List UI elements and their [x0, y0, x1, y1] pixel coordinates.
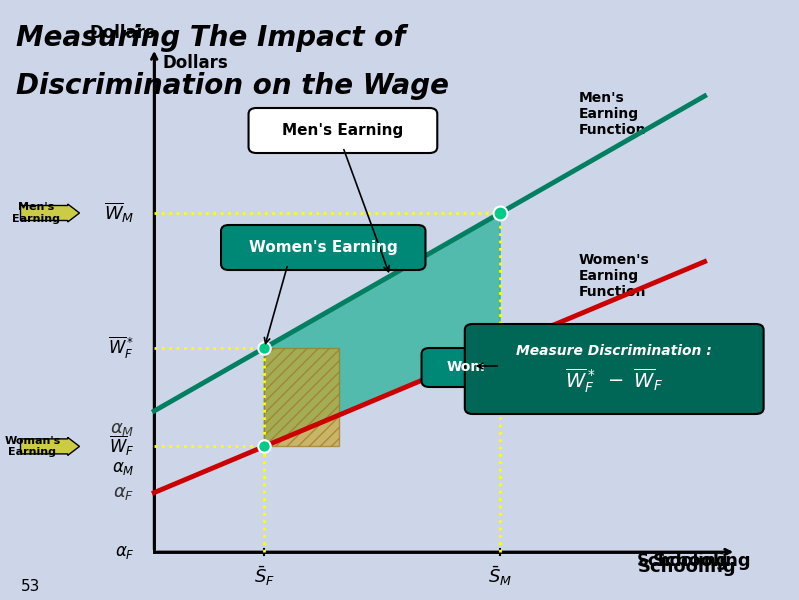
Text: $\overline{W}_F^*$: $\overline{W}_F^*$ — [108, 335, 134, 361]
Text: Discrimination on the Wage: Discrimination on the Wage — [16, 72, 449, 100]
Text: $\overline{W}_M$: $\overline{W}_M$ — [104, 201, 134, 225]
FancyBboxPatch shape — [422, 348, 508, 387]
Text: $\bar{S}_F$: $\bar{S}_F$ — [254, 564, 275, 588]
Text: Men's
Earning
Function: Men's Earning Function — [578, 91, 646, 137]
Text: Men's
Earning: Men's Earning — [12, 202, 60, 224]
Point — [494, 208, 507, 218]
Text: Measure Discrimination :: Measure Discrimination : — [516, 344, 712, 358]
FancyBboxPatch shape — [248, 108, 437, 153]
Text: $\overline{W}_F^*\ -\ \overline{W}_F$: $\overline{W}_F^*\ -\ \overline{W}_F$ — [565, 367, 663, 395]
Text: Women's Earning: Women's Earning — [248, 240, 398, 254]
Polygon shape — [264, 348, 339, 446]
Text: Measuring The Impact of: Measuring The Impact of — [16, 24, 405, 52]
Text: 53: 53 — [21, 579, 40, 594]
Text: $\alpha_M$: $\alpha_M$ — [110, 420, 134, 438]
Text: Woman's
Earning: Woman's Earning — [4, 436, 61, 457]
Point — [494, 343, 507, 352]
Text: Schooling: Schooling — [654, 552, 752, 570]
Text: $\alpha_M$: $\alpha_M$ — [112, 459, 134, 477]
FancyArrow shape — [21, 204, 79, 222]
Text: $\alpha_F$: $\alpha_F$ — [113, 484, 134, 502]
Text: Schooling: Schooling — [637, 552, 728, 570]
Text: $\alpha_F$: $\alpha_F$ — [115, 543, 134, 561]
Text: Wom: Wom — [446, 360, 485, 374]
Text: Dollars: Dollars — [162, 54, 228, 72]
Point — [258, 442, 271, 451]
Polygon shape — [264, 213, 500, 446]
FancyBboxPatch shape — [221, 225, 426, 270]
Text: Schooling: Schooling — [638, 558, 736, 576]
Text: Dollars: Dollars — [89, 24, 156, 42]
Text: $\overline{W}_F$: $\overline{W}_F$ — [109, 434, 134, 458]
FancyBboxPatch shape — [465, 324, 764, 414]
FancyArrow shape — [21, 437, 79, 455]
Text: $\bar{S}_M$: $\bar{S}_M$ — [488, 564, 512, 588]
Text: Men's Earning: Men's Earning — [282, 122, 403, 137]
Point — [258, 343, 271, 353]
Text: Women's
Earning
Function: Women's Earning Function — [578, 253, 650, 299]
